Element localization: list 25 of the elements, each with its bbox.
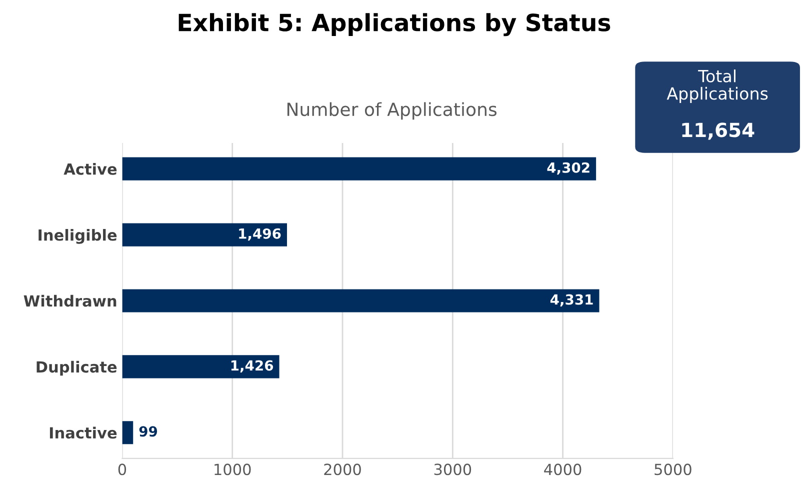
x-tick-label: 1000 [214, 464, 251, 476]
bar [122, 157, 596, 180]
bar [122, 421, 134, 444]
y-tick-label: Ineligible [38, 228, 117, 244]
bar [122, 289, 600, 312]
y-tick-label: Duplicate [36, 360, 117, 376]
x-tick-label: 0 [118, 464, 126, 476]
bar [122, 223, 287, 246]
data-label: 1,426 [231, 360, 274, 372]
data-label: 99 [139, 426, 158, 437]
data-label: 1,496 [239, 228, 281, 241]
y-tick-label: Active [64, 163, 117, 175]
x-tick-label: 5000 [654, 464, 692, 476]
chart-subtitle: Number of Applications [287, 102, 497, 120]
x-tick-label: 2000 [324, 464, 361, 476]
chart-title: Exhibit 5: Applications by Status [178, 13, 610, 36]
data-label: 4,331 [550, 294, 593, 307]
y-tick-label: Inactive [50, 426, 117, 439]
y-tick-label: Withdrawn [24, 294, 116, 307]
x-tick-label: 3000 [434, 464, 472, 476]
x-tick-label: 4000 [544, 464, 582, 476]
data-label: 4,302 [547, 162, 590, 175]
text: 11,654 [682, 122, 754, 140]
bar [122, 355, 280, 378]
text: Total Applications [666, 70, 768, 104]
